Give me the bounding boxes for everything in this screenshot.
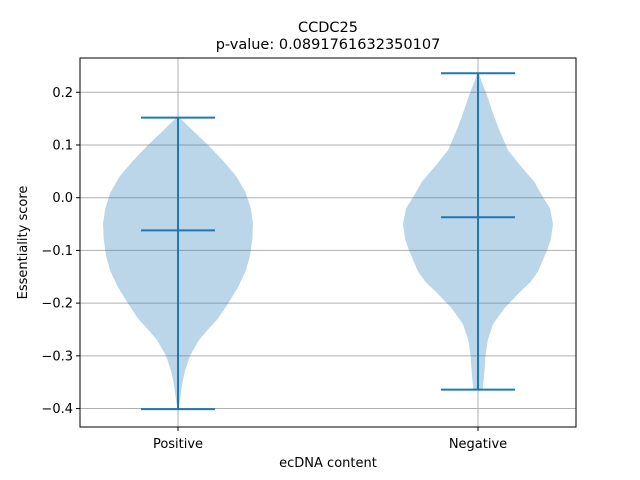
chart-title: CCDC25: [298, 20, 358, 36]
x-tick-label: Positive: [153, 437, 203, 452]
x-axis-label: ecDNA content: [279, 456, 377, 471]
violins: [103, 72, 553, 411]
plot-frame: [79, 57, 577, 428]
x-tick-label: Negative: [449, 437, 507, 452]
y-tick-label: 0.1: [52, 138, 73, 153]
y-tick-label: −0.1: [41, 244, 73, 259]
y-tick-label: 0.2: [52, 86, 73, 101]
chart-subtitle: p-value: 0.0891761632350107: [216, 37, 441, 53]
y-tick-label: −0.4: [41, 402, 73, 417]
y-tick-label: −0.2: [41, 297, 73, 312]
y-tick-label: 0.0: [52, 191, 73, 206]
y-tick-label: −0.3: [41, 349, 73, 364]
ticks: −0.4 −0.3 −0.2 −0.1 0.0 0.1 0.2 Positive Negativ…: [41, 86, 507, 452]
y-axis-label: Essentiality score: [16, 186, 31, 300]
